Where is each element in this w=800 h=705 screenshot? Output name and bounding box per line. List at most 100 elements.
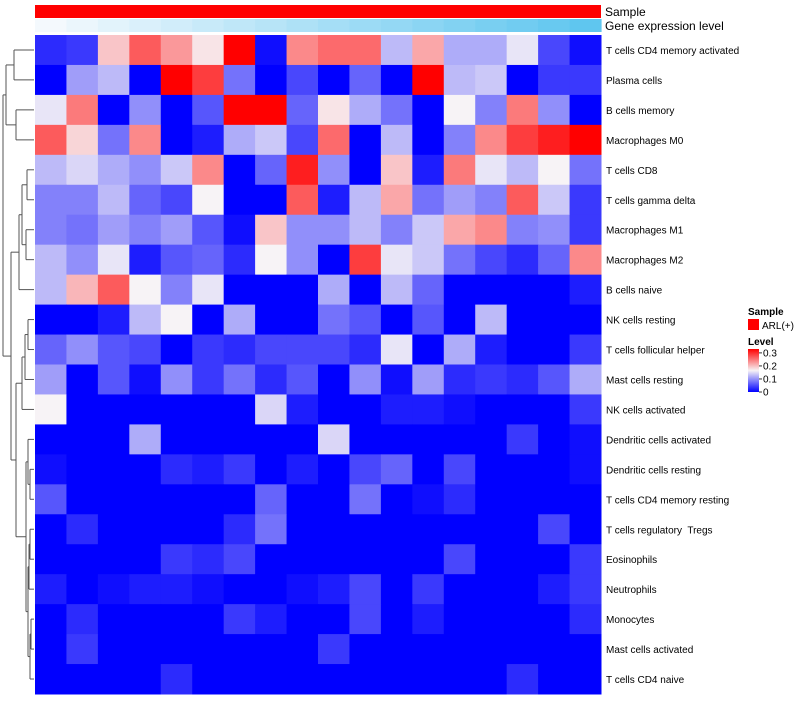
heatmap-cell [569, 304, 602, 336]
heatmap-cell [349, 334, 382, 365]
heatmap-cell [223, 544, 256, 575]
heatmap-cell [129, 424, 162, 455]
heatmap-cell [66, 514, 99, 545]
heatmap-cell [129, 64, 162, 96]
heatmap-cell [286, 394, 319, 425]
heatmap-cell [349, 94, 382, 126]
heatmap-cell [349, 214, 382, 246]
heatmap-cell [66, 244, 99, 276]
heatmap-cell [35, 664, 67, 695]
heatmap-cell [192, 634, 225, 665]
heatmap-cell [412, 664, 445, 695]
heatmap-cell [286, 214, 319, 246]
heatmap-cell [160, 484, 193, 515]
row-label: T cells CD4 memory activated [606, 46, 739, 57]
heatmap-cell [475, 244, 508, 276]
heatmap-cell [569, 514, 602, 545]
heatmap-cell [129, 35, 162, 66]
heatmap-cell [475, 454, 508, 485]
heatmap-cell [192, 304, 225, 336]
heatmap-cell [443, 154, 476, 186]
heatmap-cell [506, 154, 539, 186]
heatmap-cell [160, 454, 193, 485]
heatmap-cell [506, 574, 539, 605]
heatmap-cell [160, 94, 193, 126]
heatmap-cell [66, 274, 99, 306]
heatmap-cell [66, 574, 99, 605]
heatmap-cell [538, 274, 571, 306]
heatmap-cell [412, 364, 445, 395]
heatmap-cell [569, 244, 602, 276]
heatmap-cell [538, 124, 571, 156]
heatmap-cell [255, 424, 288, 455]
heatmap-cell [223, 364, 256, 395]
row-label: T cells CD4 naive [606, 675, 685, 686]
heatmap-cell [192, 244, 225, 276]
heatmap-cell [349, 274, 382, 306]
heatmap-cell [475, 574, 508, 605]
heatmap-cell [66, 154, 99, 186]
heatmap-cell [35, 364, 67, 395]
heatmap-cell [380, 454, 413, 485]
heatmap-cell [129, 274, 162, 306]
heatmap-cell [569, 94, 602, 126]
heatmap-cell [412, 544, 445, 575]
heatmap-cell [66, 64, 99, 96]
heatmap-cell [97, 154, 130, 186]
row-label: Monocytes [606, 615, 654, 626]
heatmap-cell [538, 574, 571, 605]
heatmap-cell [380, 604, 413, 635]
heatmap-cell [506, 454, 539, 485]
heatmap-cell [129, 394, 162, 425]
heatmap-cell [412, 124, 445, 156]
heatmap-cell [192, 274, 225, 306]
heatmap-cell [223, 424, 256, 455]
row-dendrogram [2, 49, 34, 680]
heatmap-cell [349, 364, 382, 395]
heatmap-cell [35, 94, 67, 126]
heatmap-cell [318, 664, 350, 695]
heatmap-cell [443, 634, 476, 665]
heatmap-cell [97, 424, 130, 455]
heatmap-cell [443, 484, 476, 515]
heatmap-cell [97, 64, 130, 96]
heatmap-cell [380, 184, 413, 216]
heatmap-cell [569, 184, 602, 216]
heatmap-cell [66, 124, 99, 156]
heatmap-cell [160, 634, 193, 665]
heatmap-cell [569, 604, 602, 635]
heatmap-cell [349, 634, 382, 665]
row-label: T cells CD4 memory resting [606, 495, 729, 506]
heatmap-cell [412, 94, 445, 126]
gene-expression-cell [475, 19, 508, 32]
heatmap-cell [475, 424, 508, 455]
heatmap-cell [286, 334, 319, 365]
heatmap-cell [443, 274, 476, 306]
heatmap-cell [412, 334, 445, 365]
heatmap-cell [506, 304, 539, 336]
heatmap-cell [349, 154, 382, 186]
heatmap-cell [286, 664, 319, 695]
heatmap-cell [318, 244, 350, 276]
heatmap-cell [475, 184, 508, 216]
row-label: Dendritic cells resting [606, 465, 701, 476]
heatmap-cell [380, 304, 413, 336]
heatmap-cell [129, 664, 162, 695]
heatmap-cell [506, 64, 539, 96]
heatmap-cell [318, 334, 350, 365]
heatmap-cell [475, 35, 508, 66]
heatmap-cell [192, 64, 225, 96]
heatmap-cell [129, 214, 162, 246]
heatmap-cell [349, 184, 382, 216]
heatmap-cell [380, 544, 413, 575]
heatmap-cell [35, 334, 67, 365]
row-label: T cells gamma delta [606, 196, 696, 207]
heatmap-cell [318, 454, 350, 485]
heatmap-cell [192, 544, 225, 575]
heatmap-cell [223, 664, 256, 695]
heatmap-cell [380, 64, 413, 96]
heatmap-cell [129, 334, 162, 365]
heatmap-cell [349, 424, 382, 455]
heatmap-cell [255, 514, 288, 545]
